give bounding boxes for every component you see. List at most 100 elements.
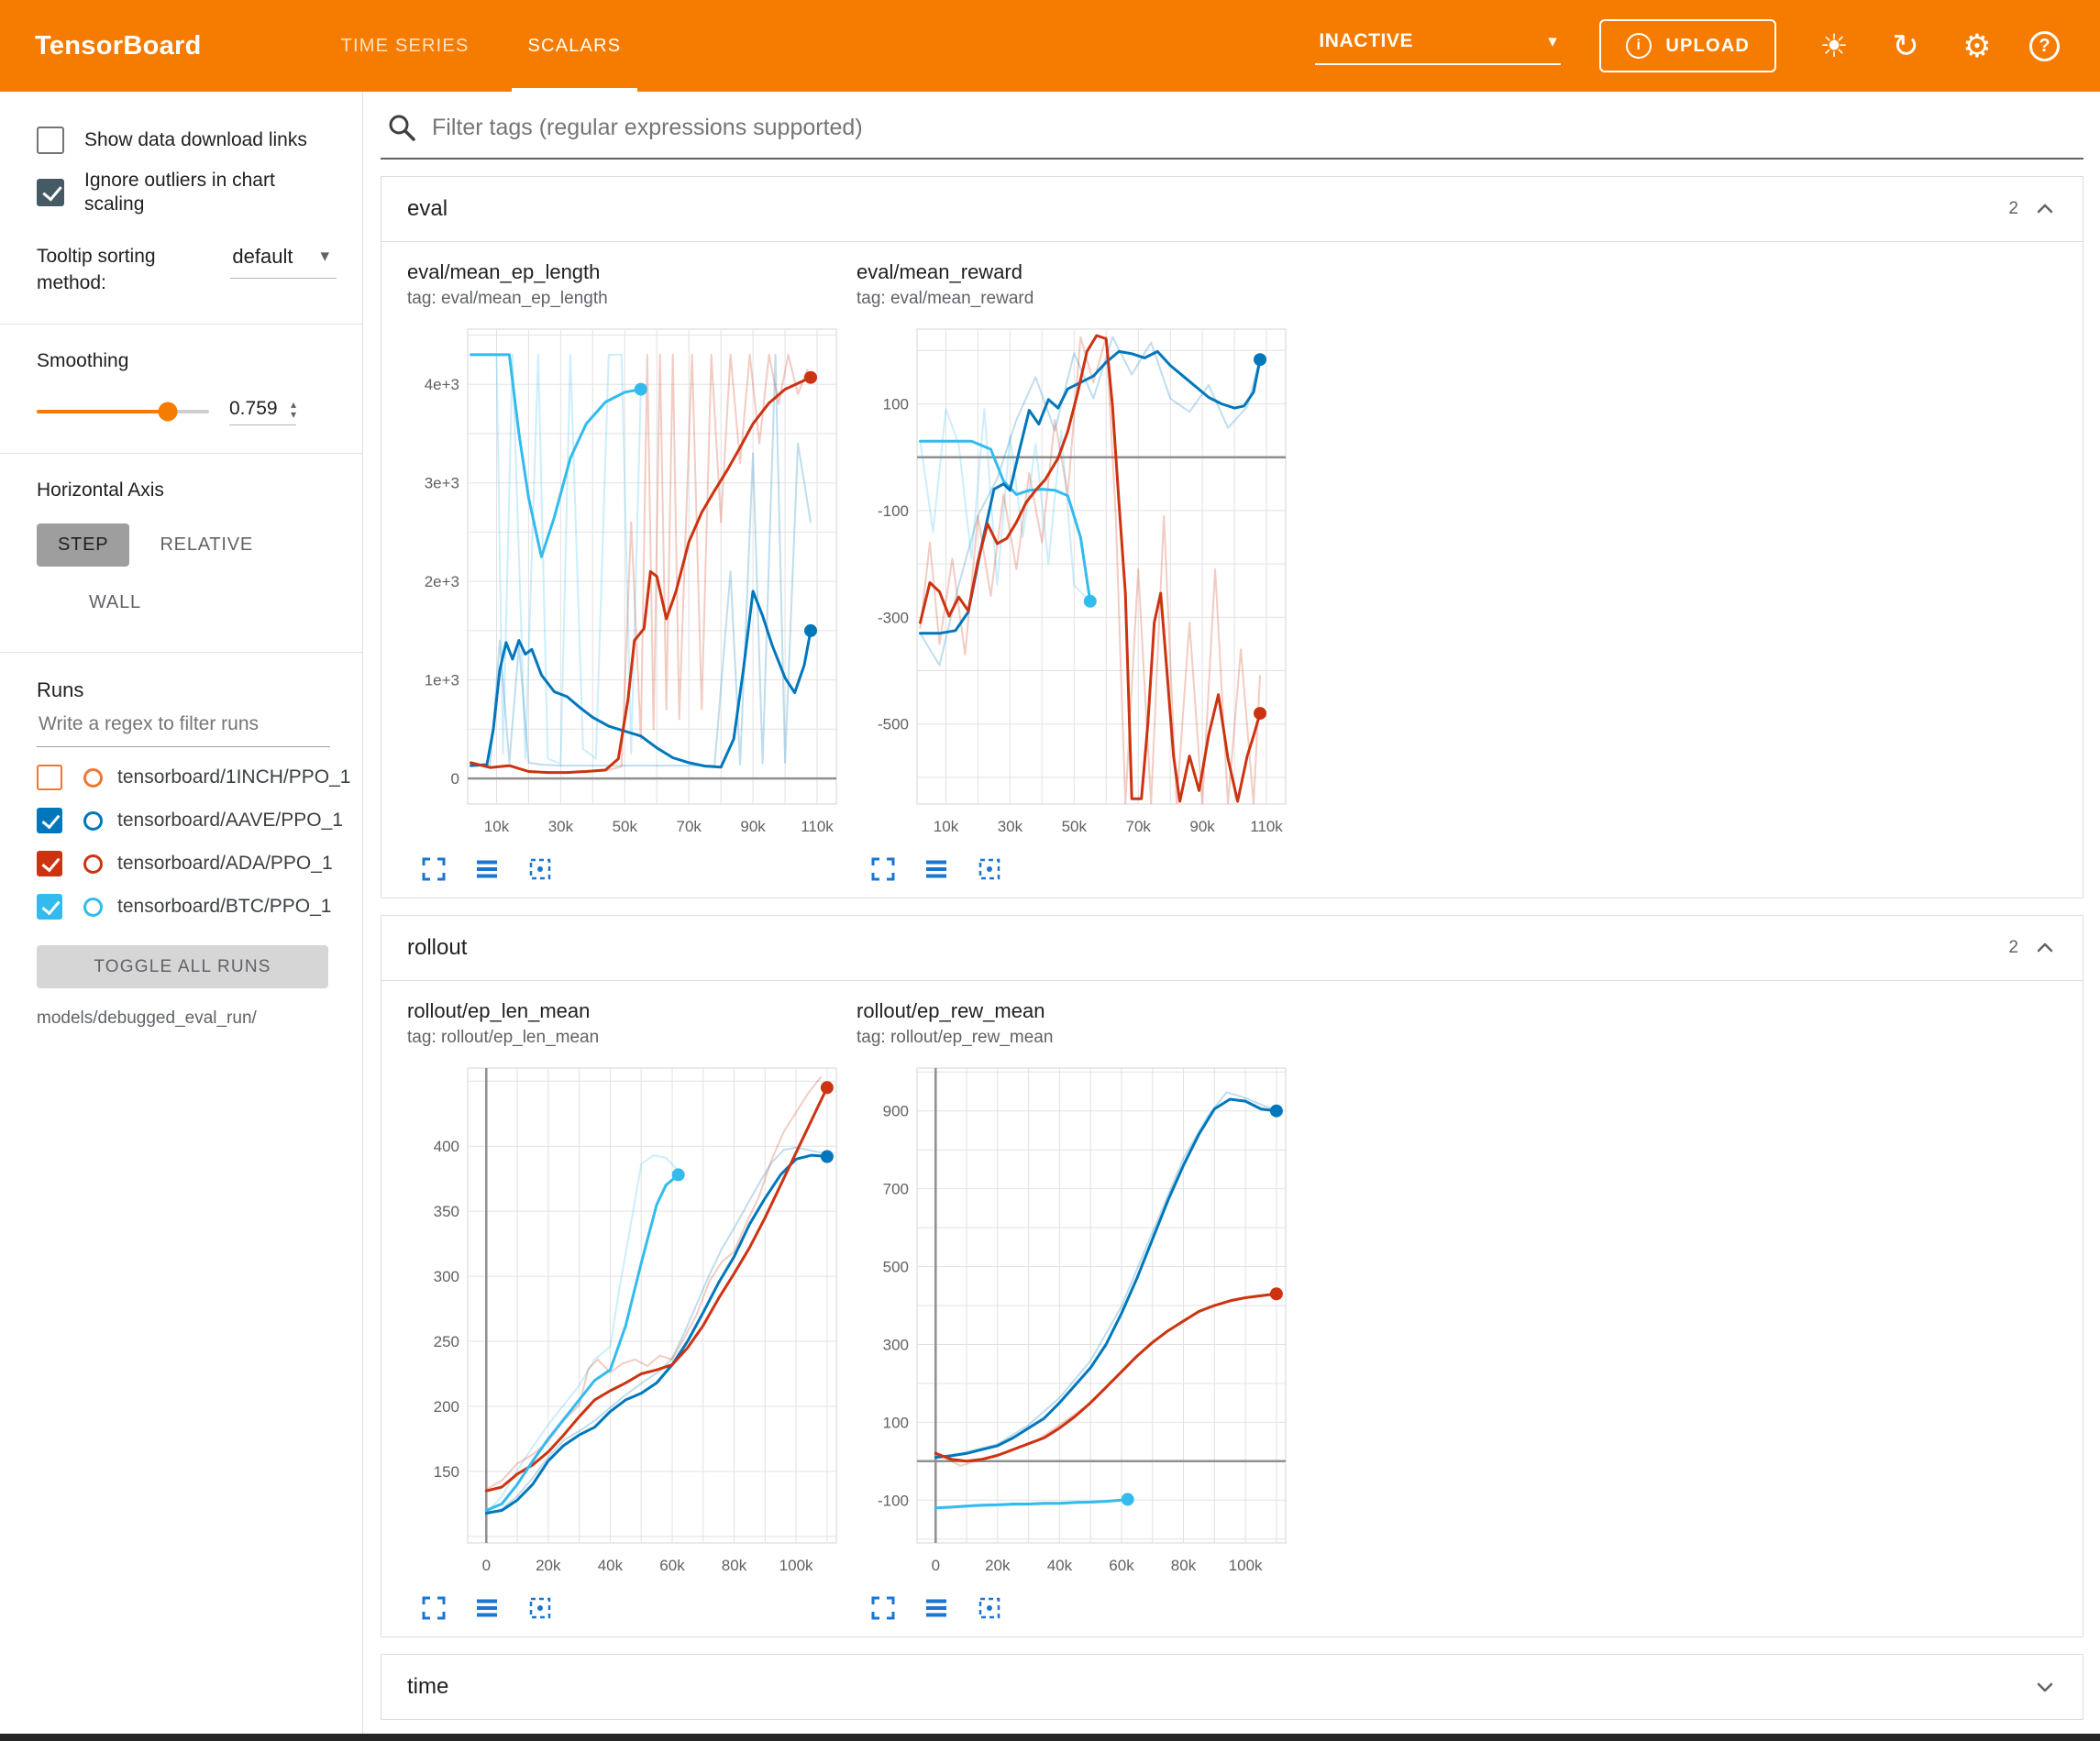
settings-gear-icon[interactable]: ⚙ [1962, 28, 1992, 64]
svg-text:1e+3: 1e+3 [425, 672, 459, 689]
svg-text:300: 300 [883, 1337, 909, 1354]
run-checkbox[interactable] [37, 894, 62, 920]
svg-text:10k: 10k [484, 818, 510, 835]
axis-step-button[interactable]: STEP [37, 523, 130, 567]
toggle-all-runs-button[interactable]: TOGGLE ALL RUNS [37, 945, 328, 989]
smoothing-value-box: ▴ ▾ [229, 397, 297, 426]
ignore-outliers-label: Ignore outliers in chart scaling [84, 170, 275, 215]
section-header-time[interactable]: time [381, 1655, 2083, 1719]
run-label: tensorboard/ADA/PPO_1 [117, 853, 333, 875]
chart-card: rollout/ep_len_mean tag: rollout/ep_len_… [407, 999, 857, 1627]
data-table-icon[interactable] [923, 1594, 950, 1622]
svg-text:90k: 90k [740, 818, 766, 835]
main-content: eval 2 eval/mean_ep_length tag: eval/mea… [364, 92, 2100, 1734]
expand-chart-icon[interactable] [869, 855, 897, 883]
svg-text:100: 100 [883, 1414, 909, 1431]
smoothing-slider[interactable] [37, 402, 209, 422]
axis-wall-button[interactable]: WALL [68, 581, 162, 624]
brightness-icon[interactable]: ☀ [1819, 28, 1849, 64]
sidebar-divider [0, 652, 362, 654]
svg-text:80k: 80k [1171, 1557, 1197, 1574]
svg-text:50k: 50k [1062, 818, 1088, 835]
chevron-down-icon: ▾ [1548, 31, 1558, 51]
fit-domain-icon[interactable] [976, 855, 1003, 883]
svg-text:2e+3: 2e+3 [425, 573, 459, 590]
runs-logdir-path: models/debugged_eval_run/ [37, 1008, 257, 1029]
svg-text:100k: 100k [779, 1557, 813, 1574]
smoothing-stepper[interactable]: ▴ ▾ [291, 397, 297, 421]
run-checkbox[interactable] [37, 851, 62, 877]
chevron-up-icon[interactable] [2033, 936, 2057, 960]
sidebar-divider [0, 324, 362, 325]
line-chart[interactable]: 10k 30k 50k 70k 90k 110k 0 1e+3 2e+3 3e+3 4e+3 [407, 316, 847, 846]
upload-button[interactable]: i UPLOAD [1599, 19, 1776, 72]
svg-text:250: 250 [434, 1333, 459, 1350]
run-row: tensorboard/1INCH/PPO_1 [37, 765, 350, 791]
data-table-icon[interactable] [473, 1594, 501, 1622]
svg-text:200: 200 [434, 1398, 459, 1416]
run-color-swatch[interactable] [83, 854, 103, 874]
chart-tag: tag: rollout/ep_rew_mean [857, 1028, 1054, 1047]
svg-text:70k: 70k [676, 818, 702, 835]
stepper-down-icon[interactable]: ▾ [291, 407, 297, 421]
svg-text:110k: 110k [1250, 818, 1283, 835]
svg-text:100k: 100k [1229, 1557, 1263, 1574]
section-body-eval: eval/mean_ep_length tag: eval/mean_ep_le… [381, 241, 2083, 898]
run-checkbox[interactable] [37, 808, 62, 834]
chart-toolbar [869, 855, 1306, 883]
chart-tag: tag: eval/mean_ep_length [407, 289, 608, 308]
chart-tag: tag: eval/mean_reward [857, 289, 1034, 308]
line-chart[interactable]: 0 20k 40k 60k 80k 100k 150 200 250 300 350 400 [407, 1055, 847, 1585]
data-table-icon[interactable] [923, 855, 950, 883]
tooltip-sorting-label: Tooltip sorting method: [37, 245, 156, 293]
section-title: eval [407, 196, 448, 221]
line-chart[interactable]: 0 20k 40k 60k 80k 100k -100 100 300 500 700 900 [857, 1055, 1297, 1585]
svg-text:20k: 20k [985, 1557, 1011, 1574]
expand-chart-icon[interactable] [420, 1594, 448, 1622]
section-header-eval[interactable]: eval 2 [381, 177, 2083, 241]
help-icon[interactable]: ? [2029, 30, 2060, 61]
ignore-outliers-row: Ignore outliers in chart scaling [37, 169, 337, 217]
chevron-up-icon[interactable] [2033, 197, 2057, 221]
svg-text:40k: 40k [1047, 1557, 1073, 1574]
run-color-swatch[interactable] [83, 810, 103, 831]
smoothing-slider-thumb[interactable] [158, 402, 178, 422]
line-chart[interactable]: 10k 30k 50k 70k 90k 110k 100 -100 -300 -500 [857, 316, 1297, 846]
chart-toolbar [420, 1594, 857, 1622]
show-download-links-label: Show data download links [84, 128, 307, 150]
runs-filter-input[interactable] [37, 702, 330, 748]
tag-filter-input[interactable] [432, 114, 2080, 141]
fit-domain-icon[interactable] [526, 855, 554, 883]
refresh-icon[interactable]: ↻ [1892, 28, 1919, 64]
svg-text:40k: 40k [598, 1557, 624, 1574]
expand-chart-icon[interactable] [869, 1594, 897, 1622]
svg-text:60k: 60k [1109, 1557, 1134, 1574]
tooltip-sorting-row: Tooltip sorting method: default ▾ [37, 243, 337, 297]
axis-relative-button[interactable]: RELATIVE [138, 523, 274, 567]
svg-text:4e+3: 4e+3 [425, 376, 459, 393]
run-color-swatch[interactable] [83, 767, 103, 788]
run-color-swatch[interactable] [83, 897, 103, 917]
svg-text:900: 900 [883, 1103, 909, 1120]
smoothing-value-input[interactable] [229, 398, 284, 421]
run-checkbox[interactable] [37, 765, 62, 791]
ignore-outliers-checkbox[interactable] [37, 179, 64, 207]
fit-domain-icon[interactable] [976, 1594, 1003, 1622]
section-count: 2 [2008, 938, 2018, 957]
chevron-down-icon[interactable] [2033, 1675, 2057, 1699]
expand-chart-icon[interactable] [420, 855, 448, 883]
status-dropdown[interactable]: INACTIVE ▾ [1315, 27, 1562, 65]
tag-filter-bar [381, 106, 2083, 160]
stepper-up-icon[interactable]: ▴ [291, 397, 297, 411]
nav-tabs: TIME SERIES SCALARS [312, 0, 651, 92]
tab-time-series[interactable]: TIME SERIES [340, 35, 470, 56]
data-table-icon[interactable] [473, 855, 501, 883]
section-header-rollout[interactable]: rollout 2 [381, 916, 2083, 980]
tooltip-sorting-dropdown[interactable]: default ▾ [230, 243, 337, 279]
run-row: tensorboard/BTC/PPO_1 [37, 894, 337, 920]
tab-scalars[interactable]: SCALARS [499, 0, 651, 92]
show-download-links-row: Show data download links [37, 127, 337, 154]
show-download-links-checkbox[interactable] [37, 127, 64, 154]
svg-text:30k: 30k [548, 818, 574, 835]
fit-domain-icon[interactable] [526, 1594, 554, 1622]
